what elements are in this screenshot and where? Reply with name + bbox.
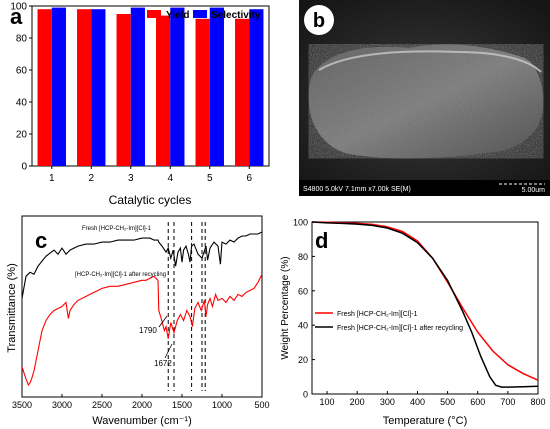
x-axis-ticks: 3500 3000 2500 2000 1500 1000 500 [12,394,270,410]
x-tick-label: 4 [167,173,173,184]
plot-frame [311,221,539,395]
annotation-1672: 1672 [154,359,172,368]
bar-yield-3 [116,14,131,166]
panel-letter: b [313,10,325,32]
x-tick-label: 1 [49,173,55,184]
panel-letter: d [315,228,328,253]
scale-label: 5.00um [522,187,546,194]
y-axis-label: Transmittance (%) [6,263,18,352]
panel-letter: c [35,228,47,253]
x-tick-label: 600 [470,397,485,407]
x-tick-label: 400 [410,397,425,407]
plot-frame [31,5,270,167]
y-axis-ticks: 0 20 40 60 80 100 [293,218,315,400]
sem-particle-edge [318,50,542,73]
bar-selectivity-2 [91,9,106,167]
x-tick-label: 500 [254,400,269,410]
bar-selectivity-4 [170,7,185,166]
legend-label-recycled: Fresh [HCP-CH₂-Im][Cl]-1 after recycling [337,325,463,332]
x-tick-label: 100 [320,397,335,407]
y-tick-label: 0 [21,162,27,173]
panel-letter-badge [304,5,334,35]
x-tick-label: 1000 [212,400,232,410]
series-line-0 [21,231,263,299]
panel-c-ftir-chart: 3500 3000 2500 2000 1500 1000 500 c Fresh [HCP… [6,215,270,427]
series-line-1 [311,221,539,388]
x-axis-label: Temperature (°C) [383,415,467,427]
bars-group [37,7,264,167]
y-axis-ticks: 0 20 40 60 80 100 [10,2,32,173]
bar-selectivity-1 [51,7,66,166]
x-tick-label: 3000 [52,400,72,410]
bar-selectivity-6 [249,9,264,167]
y-tick-label: 60 [16,66,28,77]
panel-letter: a [10,4,23,29]
bar-selectivity-3 [130,7,145,166]
x-tick-label: 6 [246,173,252,184]
y-tick-label: 0 [303,390,308,400]
bar-yield-2 [77,9,92,167]
x-axis-label: Catalytic cycles [109,193,192,207]
y-tick-label: 20 [298,355,308,365]
y-tick-label: 40 [298,321,308,331]
x-tick-label: 5 [207,173,213,184]
x-tick-label: 2000 [132,400,152,410]
legend-swatch-selectivity [193,10,207,18]
x-tick-label: 2500 [92,400,112,410]
bar-yield-5 [195,18,210,166]
y-tick-label: 60 [298,286,308,296]
y-tick-label: 80 [298,252,308,262]
x-axis-ticks: 1 2 3 4 5 6 [49,166,252,184]
y-tick-label: 20 [16,130,28,141]
y-tick-label: 100 [293,218,308,228]
annotation-1790: 1790 [139,326,157,335]
x-tick-label: 700 [500,397,515,407]
y-axis-label: Weight Percentage (%) [280,256,291,359]
bar-yield-6 [235,18,250,166]
legend-label-selectivity: Selectivity [211,10,261,21]
panel-b-sem-image: b S4800 5.0kV 7.1mm x7.00k SE(M) 5.00um [299,0,550,196]
annotation-arrow-1672 [164,343,173,359]
annotation-arrow-1790 [158,315,168,328]
x-tick-label: 3500 [12,400,32,410]
x-tick-label: 2 [88,173,94,184]
x-tick-label: 3 [128,173,134,184]
series-label-fresh: Fresh [HCP-CH₂-Im][Cl]-1 [82,226,152,232]
x-tick-label: 500 [440,397,455,407]
x-tick-label: 800 [530,397,545,407]
plot-frame [21,215,263,398]
x-axis-label: Wavenumber (cm⁻¹) [92,415,192,427]
legend-label-yield: Yield [166,10,190,21]
bar-selectivity-5 [209,7,224,166]
y-tick-label: 80 [16,34,28,45]
sem-info-text: S4800 5.0kV 7.1mm x7.00k SE(M) [303,186,411,193]
y-tick-label: 40 [16,98,28,109]
series-lines [21,231,263,387]
x-tick-label: 200 [350,397,365,407]
x-axis-ticks: 100 200 300 400 500 600 700 800 [320,391,546,407]
sem-info-bar [299,180,550,196]
series-line-1 [21,274,263,387]
series-label-recycled: [HCP-CH₂-Im][Cl]-1 after recycling [75,272,166,278]
legend-label-fresh: Fresh [HCP-CH₂-Im][Cl]-1 [337,311,418,318]
sem-particle [308,44,544,159]
bar-yield-1 [37,9,52,167]
series-lines [311,221,539,388]
x-tick-label: 1500 [172,400,192,410]
x-tick-label: 300 [380,397,395,407]
y-tick-label: 100 [10,2,27,13]
legend-swatch-yield [147,10,161,18]
bar-yield-4 [156,15,171,166]
